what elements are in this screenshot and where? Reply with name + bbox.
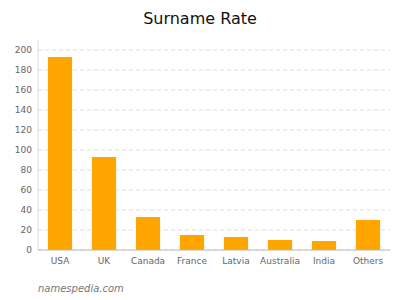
title: Surname Rate (143, 9, 257, 28)
x-tick-label: UK (98, 256, 112, 266)
bar (92, 157, 116, 250)
x-axis-line (38, 250, 390, 251)
grid-line (38, 90, 390, 91)
grid-line (38, 50, 390, 51)
x-tick-label: USA (51, 256, 70, 266)
grid-line (38, 230, 390, 231)
grid-line (38, 210, 390, 211)
y-tick-label: 20 (21, 225, 33, 235)
y-tick-label: 100 (15, 145, 32, 155)
bar (180, 235, 204, 250)
grid-line (38, 130, 390, 131)
bar (312, 241, 336, 250)
footer: namespedia.com (38, 283, 124, 294)
y-tick-label: 0 (26, 245, 32, 255)
x-tick-label: India (313, 256, 335, 266)
bar (136, 217, 160, 250)
x-tick-label: Latvia (222, 256, 249, 266)
x-tick-label: Australia (260, 256, 300, 266)
y-tick-label: 40 (21, 205, 33, 215)
y-tick-label: 120 (15, 125, 32, 135)
y-tick-label: 180 (15, 65, 32, 75)
bars (48, 57, 380, 250)
grid-line (38, 250, 390, 251)
y-axis-line (38, 40, 39, 250)
grid-line (38, 110, 390, 111)
grid-line (38, 150, 390, 151)
y-tick-label: 160 (15, 85, 32, 95)
y-tick-label: 60 (21, 185, 33, 195)
bar (48, 57, 72, 250)
bar (224, 237, 248, 250)
grid-line (38, 170, 390, 171)
y-tick-label: 200 (15, 45, 32, 55)
x-tick-label: France (177, 256, 207, 266)
x-tick-label: Others (353, 256, 384, 266)
y-tick-label: 140 (15, 105, 32, 115)
y-tick-label: 80 (21, 165, 33, 175)
x-tick-label: Canada (131, 256, 165, 266)
grid (38, 50, 390, 250)
bar (356, 220, 380, 250)
grid-line (38, 70, 390, 71)
bar (268, 240, 292, 250)
chart: Surname Rate 0 20 40 60 80 100 120 140 160 180 200 U… (0, 0, 400, 300)
grid-line (38, 190, 390, 191)
